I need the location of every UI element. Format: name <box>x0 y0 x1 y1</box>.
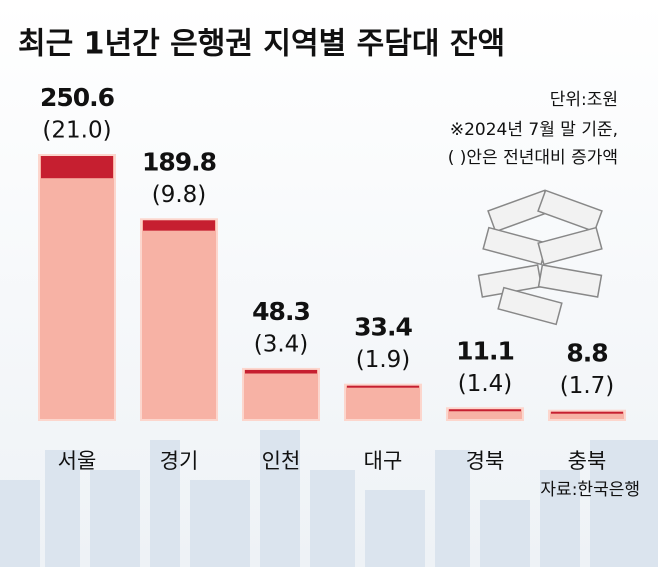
increase-segment <box>143 220 215 231</box>
bar <box>242 367 320 422</box>
note: ※2024년 7월 말 기준, <box>450 120 618 140</box>
bar <box>140 218 218 421</box>
value-label: 8.8 <box>566 339 607 368</box>
increase-segment <box>551 411 623 414</box>
money-icon <box>477 189 603 326</box>
x-tick-label: 경북 <box>466 449 505 473</box>
bar <box>446 407 524 422</box>
increase-label: (21.0) <box>42 118 111 144</box>
bar <box>344 383 422 421</box>
increase-segment <box>347 385 419 388</box>
x-tick-label: 인천 <box>262 449 301 473</box>
value-label: 33.4 <box>354 313 412 342</box>
increase-label: (3.4) <box>254 331 309 357</box>
value-label: 48.3 <box>252 297 310 326</box>
x-tick-label: 충북 <box>568 449 607 473</box>
unit: 단위:조원 <box>550 90 618 110</box>
chart-title: 최근 1년간 은행권 지역별 주담대 잔액 <box>18 27 505 62</box>
increase-segment <box>245 369 317 374</box>
increase-label: (1.4) <box>458 371 513 397</box>
note: ( )안은 전년대비 증가액 <box>448 148 618 168</box>
bar <box>548 409 626 422</box>
increase-segment <box>449 409 521 412</box>
increase-segment <box>41 156 113 179</box>
skyline <box>0 430 658 567</box>
value-label: 250.6 <box>40 83 115 112</box>
value-label: 189.8 <box>142 147 216 176</box>
x-tick-label: 경기 <box>160 449 199 473</box>
increase-label: (1.7) <box>560 373 615 399</box>
bar <box>38 154 116 421</box>
increase-label: (1.9) <box>356 347 411 373</box>
source: 자료:한국은행 <box>540 480 640 500</box>
increase-label: (9.8) <box>152 182 207 208</box>
value-label: 11.1 <box>456 336 514 365</box>
x-tick-label: 대구 <box>364 449 403 473</box>
x-tick-label: 서울 <box>58 449 97 473</box>
